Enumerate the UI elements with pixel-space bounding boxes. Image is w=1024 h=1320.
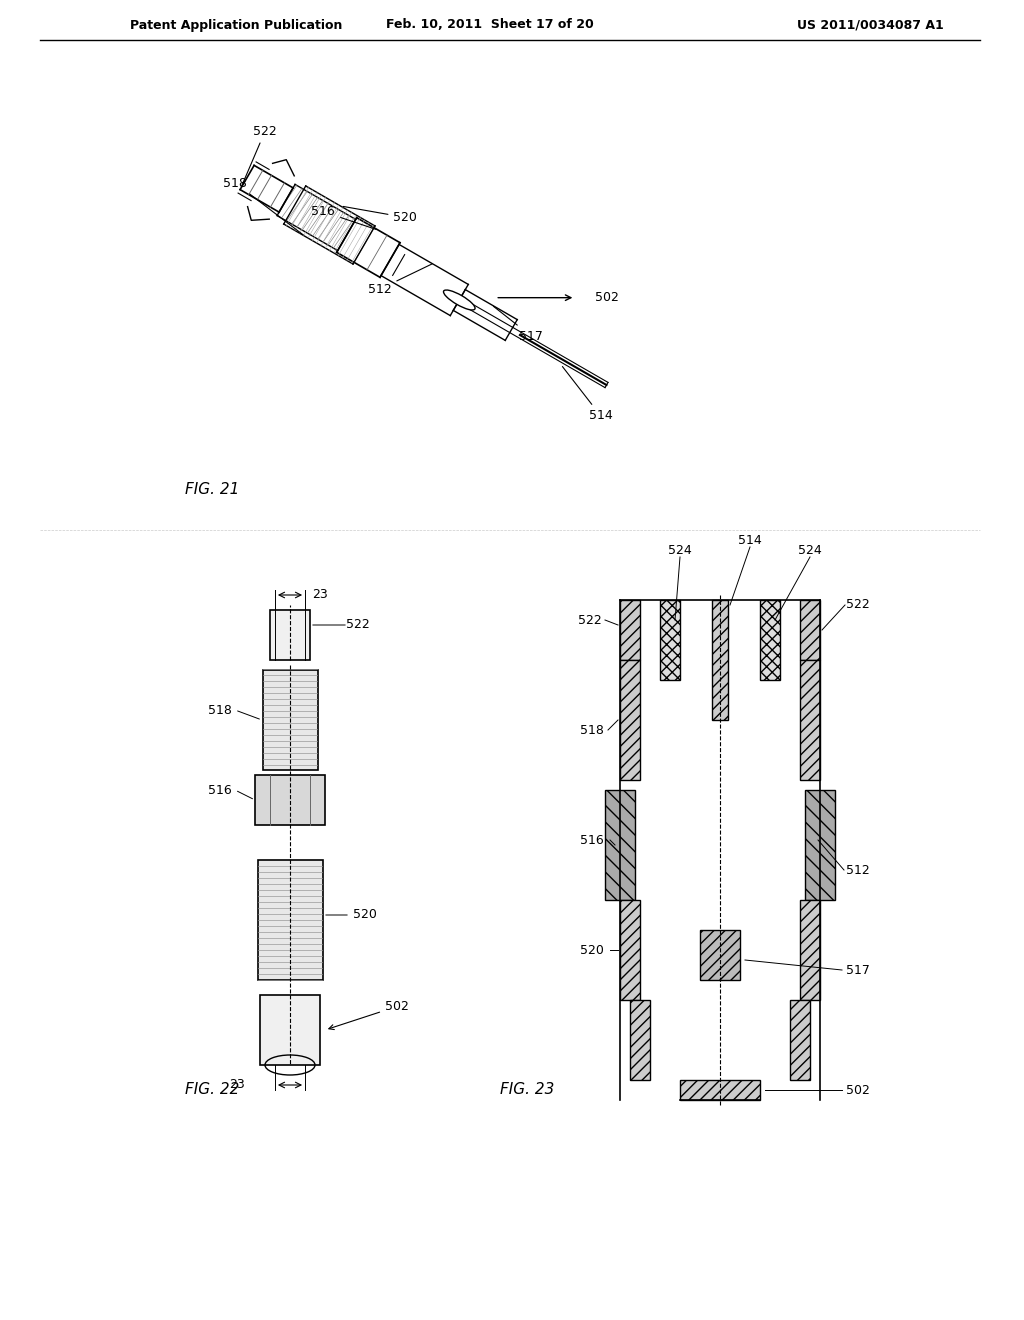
Text: 524: 524 <box>668 544 692 557</box>
Text: 502: 502 <box>846 1084 870 1097</box>
Text: Patent Application Publication: Patent Application Publication <box>130 18 342 32</box>
Text: 520: 520 <box>343 206 418 224</box>
Bar <box>800 601 820 660</box>
Text: FIG. 22: FIG. 22 <box>185 1082 240 1097</box>
Bar <box>790 1001 810 1080</box>
Bar <box>700 931 740 979</box>
Text: 520: 520 <box>580 944 604 957</box>
Text: 512: 512 <box>846 863 869 876</box>
Text: 522: 522 <box>242 124 276 187</box>
Text: 502: 502 <box>329 1001 409 1030</box>
Text: 23: 23 <box>229 1078 245 1092</box>
Bar <box>620 900 640 1001</box>
Text: 516: 516 <box>208 784 231 796</box>
Bar <box>257 861 323 979</box>
Text: 517: 517 <box>846 964 870 977</box>
Text: 516: 516 <box>581 833 604 846</box>
Text: 522: 522 <box>579 614 602 627</box>
Bar <box>262 671 317 770</box>
Bar <box>620 601 640 660</box>
Text: 514: 514 <box>562 367 612 422</box>
Bar <box>605 789 635 900</box>
Bar <box>270 610 310 660</box>
Text: 520: 520 <box>353 908 377 921</box>
Bar <box>660 601 680 680</box>
Bar <box>620 660 640 780</box>
Text: US 2011/0034087 A1: US 2011/0034087 A1 <box>797 18 943 32</box>
Bar <box>680 1080 760 1100</box>
Text: 514: 514 <box>738 533 762 546</box>
Text: 522: 522 <box>346 619 370 631</box>
Text: 517: 517 <box>494 306 543 343</box>
Ellipse shape <box>443 290 475 310</box>
Bar <box>760 601 780 680</box>
Text: 518: 518 <box>580 723 604 737</box>
Text: 518: 518 <box>208 704 232 717</box>
Text: 518: 518 <box>223 177 303 235</box>
Text: Feb. 10, 2011  Sheet 17 of 20: Feb. 10, 2011 Sheet 17 of 20 <box>386 18 594 32</box>
Text: 524: 524 <box>798 544 822 557</box>
Bar <box>800 900 820 1001</box>
Bar <box>800 660 820 780</box>
Bar <box>255 775 325 825</box>
Bar <box>260 995 319 1065</box>
Text: FIG. 23: FIG. 23 <box>500 1082 554 1097</box>
Text: FIG. 21: FIG. 21 <box>185 483 240 498</box>
Text: 512: 512 <box>368 264 432 296</box>
Text: 502: 502 <box>595 292 620 304</box>
Text: 23: 23 <box>312 589 328 602</box>
Bar <box>712 601 728 719</box>
Text: 516: 516 <box>311 205 376 230</box>
Bar <box>805 789 835 900</box>
Text: 522: 522 <box>846 598 869 611</box>
Bar <box>630 1001 650 1080</box>
